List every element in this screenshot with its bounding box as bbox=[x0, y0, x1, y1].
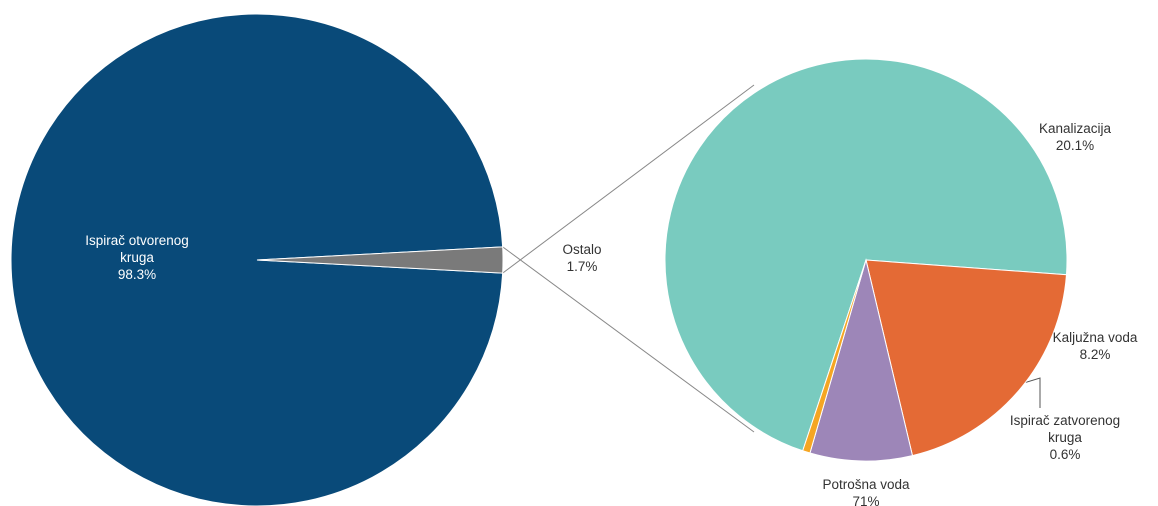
main-pie bbox=[10, 13, 504, 506]
breakdown-pie bbox=[664, 58, 1068, 462]
pie-slice-ostalo bbox=[256, 246, 504, 274]
connector-line-top bbox=[502, 84, 755, 274]
data-label-potrosna-voda: Potrošna voda 71% bbox=[822, 477, 910, 506]
pie-slice-ispirac-otvorenog-kruga bbox=[10, 13, 504, 506]
connector-line-bottom bbox=[502, 246, 755, 433]
pie-slice-kaljuzna-voda bbox=[809, 258, 914, 462]
pie-slice-ispirac-zatvorenog-kruga bbox=[802, 259, 867, 454]
data-label-kaljuzna-voda: Kaljužna voda 8.2% bbox=[1053, 330, 1138, 362]
data-label-ostalo: Ostalo 1.7% bbox=[562, 242, 601, 274]
data-label-ispirac-zatvorenog-kruga: Ispirač zatvorenog kruga 0.6% bbox=[1010, 413, 1120, 462]
data-label-ispirac-otvorenog-kruga: Ispirač otvorenog kruga 98.3% bbox=[85, 233, 189, 282]
pie-slice-potrosna-voda bbox=[664, 58, 1068, 452]
pie-slice-kanalizacija bbox=[865, 259, 1067, 457]
slice-labels: Ispirač otvorenog kruga 98.3% Ostalo 1.7% Pot… bbox=[85, 121, 1138, 506]
data-label-kanalizacija: Kanalizacija 20.1% bbox=[1039, 121, 1112, 153]
